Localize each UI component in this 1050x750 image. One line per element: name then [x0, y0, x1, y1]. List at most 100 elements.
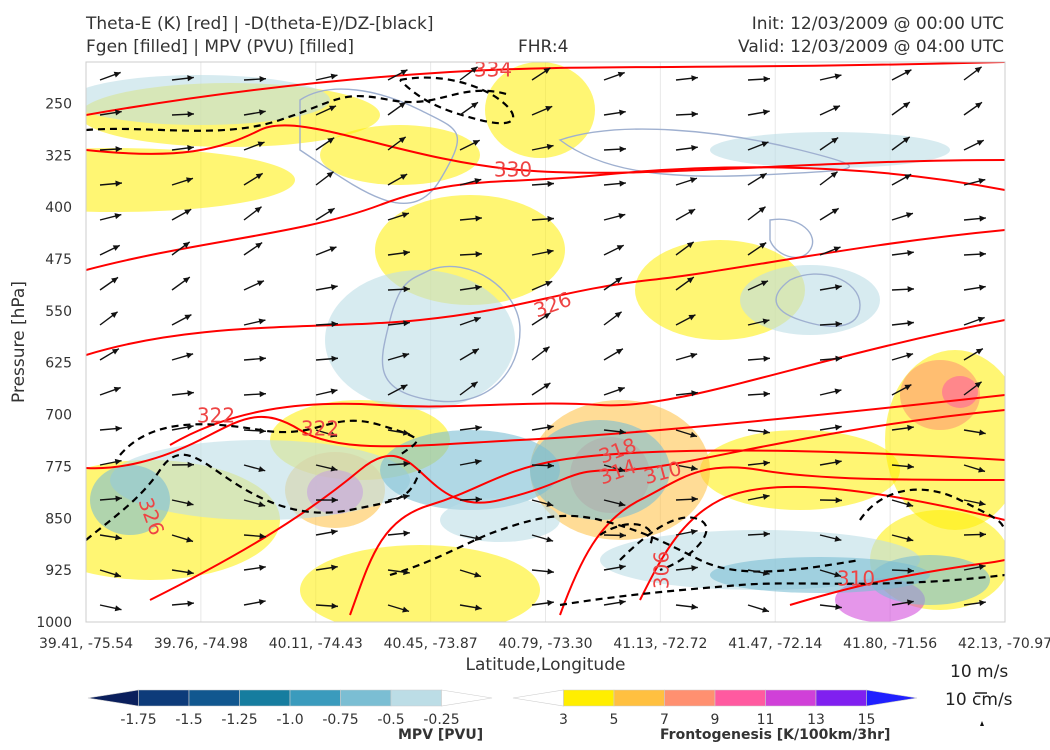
x-tick-label: 41.47, -72.14	[728, 636, 822, 652]
fgen-region	[485, 62, 595, 158]
wind-vector-head	[115, 495, 122, 502]
mpv-region	[86, 75, 330, 125]
wind-vector-head	[187, 111, 194, 118]
wind-vector-head	[906, 599, 914, 606]
colorbar-segment	[714, 689, 766, 707]
wind-vector-head	[615, 348, 623, 355]
wind-vector-head	[615, 277, 622, 284]
wind-vector-head	[618, 466, 626, 473]
x-tick-label: 41.80, -71.56	[843, 636, 937, 652]
wind-vector-head	[762, 569, 770, 576]
wind-vector-head	[543, 312, 551, 319]
colorbar-segment	[390, 689, 442, 707]
wind-vector-head	[616, 245, 624, 251]
mpv-region	[325, 270, 515, 410]
mpv-region	[740, 265, 880, 335]
wind-vector-head	[974, 381, 982, 388]
stability-contour	[399, 76, 515, 125]
wind-vector-head	[904, 69, 912, 76]
colorbar-tick-label: -1.0	[276, 712, 303, 728]
wind-vector-head	[403, 569, 410, 576]
wind-vector-head	[330, 284, 338, 291]
y-tick-label: 625	[45, 356, 72, 372]
fgen-region	[320, 125, 480, 185]
colorbar-segment	[765, 689, 817, 707]
colorbar-segment	[239, 689, 291, 707]
wind-vector-head	[763, 460, 770, 467]
theta-e-contour	[86, 166, 1005, 271]
colorbar-segment	[441, 689, 493, 707]
y-axis-label: Pressure [hPa]	[9, 281, 29, 403]
wind-vector-head	[691, 144, 698, 151]
wind-vector-head	[691, 603, 698, 610]
wind-vector-head	[618, 599, 626, 606]
wind-vector-head	[761, 280, 769, 287]
wind-vector-head	[835, 424, 842, 431]
x-tick-label: 42.13, -70.97	[958, 636, 1050, 652]
wind-vector-head	[691, 111, 698, 118]
wind-vector-head	[977, 316, 985, 323]
wind-vector-head	[187, 390, 194, 397]
wind-vector-head	[546, 143, 554, 150]
wind-vector-head	[834, 535, 842, 542]
wind-vector-head	[330, 73, 338, 80]
wind-vector-head	[258, 466, 266, 473]
theta-e-contour	[789, 559, 1005, 606]
wind-vector-head	[545, 106, 553, 112]
wind-vector-head	[834, 73, 842, 80]
wind-vector-head	[831, 137, 839, 144]
wind-vector-head	[547, 462, 554, 469]
theta-e-contour	[169, 319, 1005, 446]
wind-vector-head	[907, 567, 914, 574]
colorbar-tick-label: 15	[858, 712, 876, 728]
wind-vector-head	[403, 286, 410, 293]
wind-vector-head	[763, 531, 770, 538]
mpv-contour-line	[769, 218, 814, 259]
wind-vector-head	[398, 136, 406, 144]
colorbar-segment	[866, 689, 918, 707]
wind-vector-head	[255, 242, 263, 249]
wind-vector-head	[690, 431, 698, 438]
wind-vector-head	[906, 352, 914, 359]
wind-vector-head	[543, 382, 551, 389]
wind-vector-head	[331, 355, 338, 362]
wind-vector-head	[186, 500, 194, 507]
theta-e-label: 330	[494, 158, 532, 182]
x-tick-label: 40.11, -74.43	[269, 636, 363, 652]
wind-vector-head	[187, 75, 194, 82]
wind-vector-head	[403, 249, 410, 256]
colorbar-segment	[289, 689, 341, 707]
wind-vector-head	[474, 571, 482, 578]
wind-vector-head	[259, 427, 266, 434]
wind-vector-head	[619, 109, 626, 116]
x-tick-label: 39.41, -75.54	[39, 636, 133, 652]
wind-vector-head	[547, 215, 554, 222]
theta-e-label: 322	[301, 417, 339, 441]
wind-vector-head	[259, 533, 266, 540]
theta-e-contour	[559, 466, 1005, 616]
wind-vector-head	[331, 602, 338, 610]
wind-vector-head	[115, 425, 122, 432]
wind-vector-head	[907, 463, 914, 470]
colorbar-segment	[613, 689, 665, 707]
wind-vector-head	[978, 500, 986, 507]
wind-vector-head	[762, 493, 770, 500]
wind-vector-head	[184, 209, 192, 216]
wind-vector-head	[330, 388, 338, 395]
wind-ref-vertical-label: 10 cm/s	[945, 690, 1013, 710]
wind-vector-head	[115, 146, 122, 153]
wind-vector-head	[617, 386, 625, 393]
colorbar-segment	[815, 689, 867, 707]
wind-vector-head	[182, 241, 190, 249]
colorbar-tick-label: -1.75	[120, 712, 156, 728]
plot-frame	[85, 61, 1006, 623]
wind-vector-head	[761, 141, 769, 148]
y-tick-label: 250	[45, 96, 72, 112]
wind-vector-head	[690, 352, 698, 359]
wind-vector-head	[329, 246, 337, 253]
wind-vector-head	[331, 321, 338, 328]
theta-e-label: 306	[650, 551, 674, 589]
wind-vector-head	[256, 280, 264, 287]
wind-vector-head	[546, 500, 554, 507]
